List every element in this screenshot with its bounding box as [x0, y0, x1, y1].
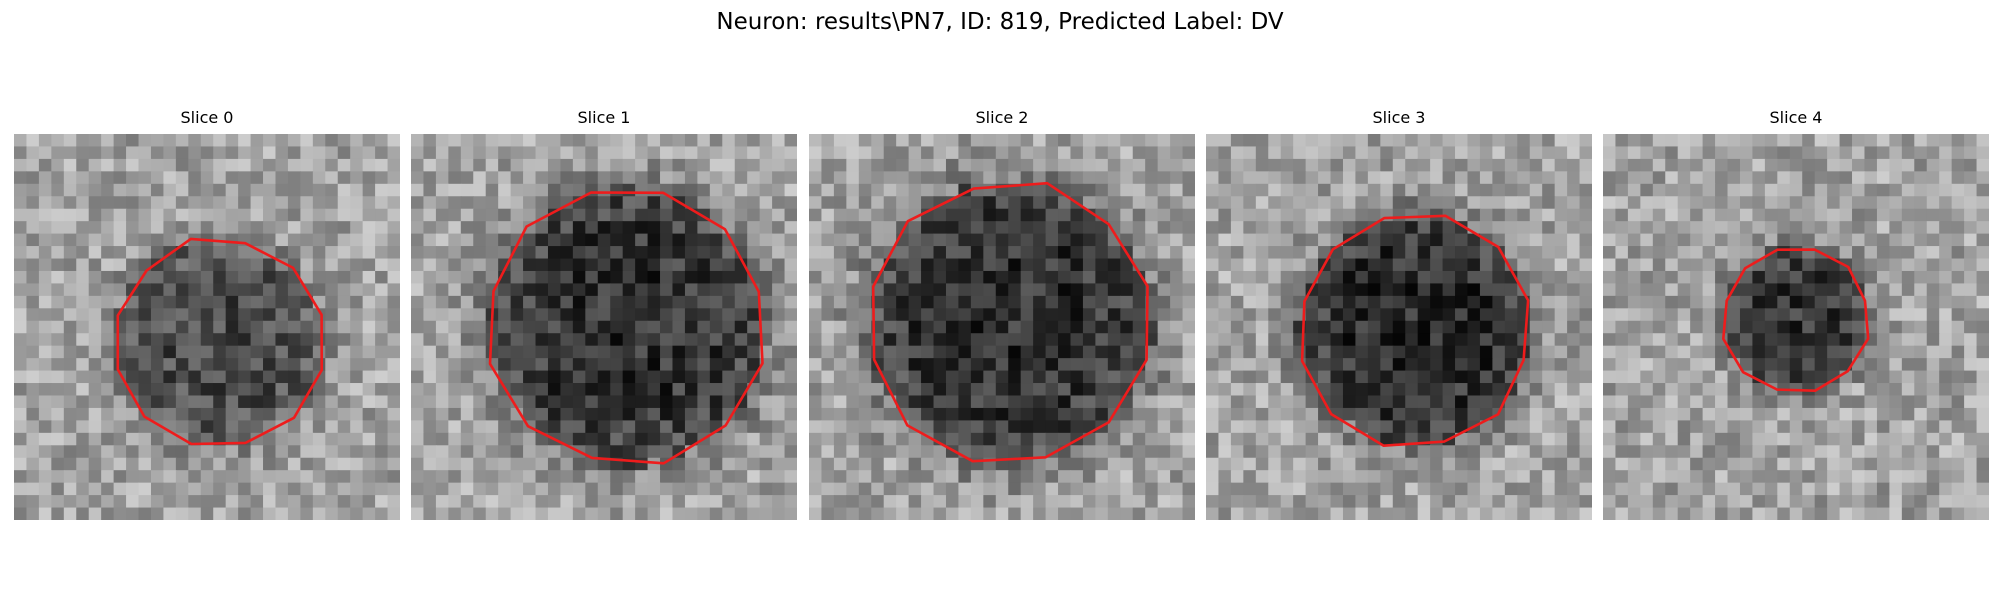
- slice-image-4: [1603, 134, 1989, 520]
- slice-image-0: [14, 134, 400, 520]
- neuron-contour: [1300, 214, 1530, 448]
- neuron-contour: [116, 237, 324, 446]
- slice-panel-1: Slice 1: [411, 108, 797, 520]
- neuron-contour: [488, 191, 764, 465]
- slice-title-3: Slice 3: [1372, 108, 1426, 127]
- grayscale-pixels: [809, 134, 1195, 520]
- slice-image-3: [1206, 134, 1592, 520]
- slice-panel-3: Slice 3: [1206, 108, 1592, 520]
- slice-title-2: Slice 2: [975, 108, 1029, 127]
- slice-image-1: [411, 134, 797, 520]
- figure-title: Neuron: results\PN7, ID: 819, Predicted …: [716, 9, 1284, 35]
- slice-title-0: Slice 0: [180, 108, 234, 127]
- slice-image-2: [809, 134, 1195, 520]
- slice-panel-2: Slice 2: [809, 108, 1195, 520]
- neuron-contour: [871, 181, 1149, 463]
- grayscale-pixels: [1206, 134, 1592, 520]
- slice-title-1: Slice 1: [577, 108, 631, 127]
- neuron-contour: [1722, 248, 1870, 393]
- slice-panel-0: Slice 0: [14, 108, 400, 520]
- slice-title-4: Slice 4: [1769, 108, 1823, 127]
- slice-panel-4: Slice 4: [1603, 108, 1989, 520]
- grayscale-pixels: [1603, 134, 1989, 520]
- grayscale-pixels: [411, 134, 797, 520]
- grayscale-pixels: [14, 134, 400, 520]
